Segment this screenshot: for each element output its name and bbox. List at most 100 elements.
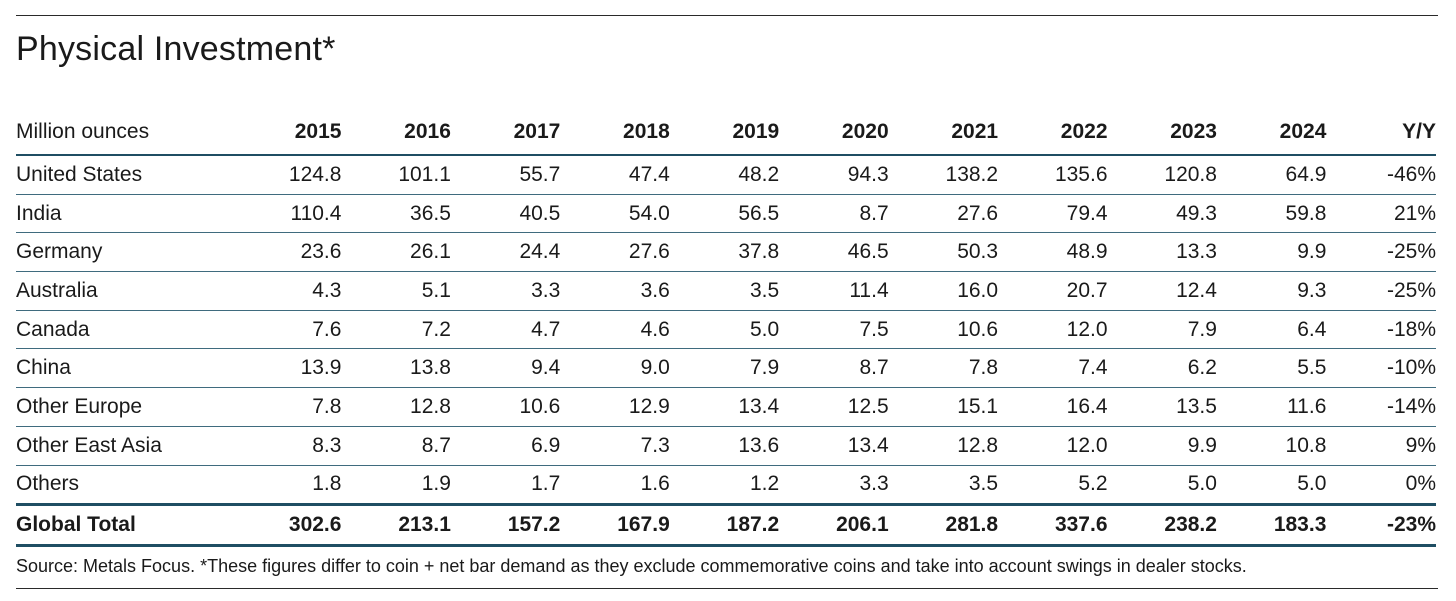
table-cell: 20.7 [1066, 278, 1108, 302]
table-cell: 183.3 [1273, 513, 1327, 537]
table-cell: 47.4 [628, 162, 670, 186]
table-cell: 12.5 [847, 394, 889, 418]
row-label: Other East Asia [16, 433, 162, 457]
column-header: 2023 [1170, 120, 1217, 143]
table-cell: 13.9 [300, 356, 342, 380]
table-cell: 13.6 [738, 433, 780, 457]
table-cell: 16.0 [957, 278, 999, 302]
column-header: 2016 [404, 120, 451, 143]
table-cell: 6.2 [1187, 356, 1217, 380]
table-cell: -46% [1386, 162, 1436, 186]
table-row: China 13.9 13.8 9.4 9.0 7.9 8.7 7.8 7.4 6.2 5.5 -10… [16, 349, 1436, 388]
table-cell: 9% [1405, 433, 1436, 457]
table-cell: 50.3 [957, 240, 999, 264]
table-cell: 157.2 [507, 513, 561, 537]
table-cell: 167.9 [617, 513, 670, 537]
table-cell: 124.8 [288, 162, 342, 186]
row-label: Australia [16, 278, 98, 302]
table-cell: 23.6 [300, 240, 342, 264]
table-cell: 5.2 [1078, 472, 1108, 496]
table-cell: 5.1 [421, 278, 451, 302]
table-cell: 8.7 [421, 433, 451, 457]
table-cell: 9.3 [1297, 278, 1327, 302]
table-row: Other Europe 7.8 12.8 10.6 12.9 13.4 12.5 15.1 1… [16, 388, 1436, 427]
table-cell: 12.8 [957, 433, 999, 457]
table-cell: 27.6 [957, 201, 999, 225]
table-cell: 8.7 [859, 201, 889, 225]
table-cell: 59.8 [1285, 201, 1327, 225]
table-cell: 16.4 [1066, 394, 1108, 418]
unit-label: Million ounces [16, 120, 150, 143]
table-cell: 7.2 [421, 317, 451, 341]
table-cell: 1.2 [750, 472, 780, 496]
table-cell: 7.9 [750, 356, 780, 380]
table-row: India 110.4 36.5 40.5 54.0 56.5 8.7 27.6 79.4 49.… [16, 194, 1436, 233]
column-header: 2024 [1279, 120, 1327, 143]
table-cell: 10.6 [957, 317, 999, 341]
table-cell: 1.9 [421, 472, 451, 496]
table-cell: 9.9 [1297, 240, 1327, 264]
table-row: Australia 4.3 5.1 3.3 3.6 3.5 11.4 16.0 20.7 12.4… [16, 272, 1436, 311]
column-header: Y/Y [1402, 120, 1436, 143]
table-cell: 7.6 [312, 317, 342, 341]
column-header: 2021 [951, 120, 999, 143]
table-cell: 3.3 [859, 472, 889, 496]
table-cell: 26.1 [410, 240, 451, 264]
row-label: Canada [16, 317, 90, 341]
table-row: Others 1.8 1.9 1.7 1.6 1.2 3.3 3.5 5.2 5.0 5.0 0% [16, 465, 1436, 505]
table-cell: 0% [1405, 472, 1436, 496]
table-row: United States 124.8 101.1 55.7 47.4 48.2 94.3 1… [16, 155, 1436, 195]
table-cell: 3.5 [750, 278, 780, 302]
table-cell: 13.3 [1176, 240, 1217, 264]
table-cell: 1.7 [531, 472, 561, 496]
table-cell: 110.4 [290, 201, 342, 225]
table-cell: 120.8 [1164, 162, 1217, 186]
row-label: China [16, 356, 71, 380]
table-cell: 337.6 [1054, 513, 1108, 537]
table-cell: 7.5 [859, 317, 889, 341]
table-cell: 10.8 [1285, 433, 1327, 457]
table-cell: 238.2 [1164, 513, 1217, 537]
table-cell: 7.8 [312, 394, 342, 418]
table-cell: 11.6 [1287, 394, 1327, 418]
table-cell: 55.7 [519, 162, 561, 186]
table-cell: 54.0 [628, 201, 670, 225]
column-header: 2018 [623, 120, 670, 143]
table-cell: -23% [1386, 513, 1436, 537]
source-note: Source: Metals Focus. *These figures dif… [16, 556, 1247, 576]
column-header: 2017 [513, 120, 561, 143]
table-cell: 7.8 [968, 356, 999, 380]
row-label: United States [16, 162, 143, 186]
table-cell: 9.0 [640, 356, 670, 380]
row-label: Others [16, 472, 80, 496]
column-header: 2020 [841, 120, 889, 143]
table-cell: 49.3 [1176, 201, 1217, 225]
table-cell: 48.9 [1066, 240, 1108, 264]
table-cell: 5.0 [1187, 472, 1217, 496]
table-cell: 13.8 [410, 356, 451, 380]
table-cell: 11.4 [849, 278, 889, 302]
top-rule [16, 15, 1438, 16]
table-cell: 3.6 [640, 278, 670, 302]
table-cell: 5.0 [750, 317, 780, 341]
bottom-rule [16, 588, 1438, 589]
table-cell: 4.6 [640, 317, 670, 341]
table-cell: 8.7 [859, 356, 889, 380]
table-cell: 135.6 [1054, 162, 1108, 186]
table-cell: 6.4 [1297, 317, 1327, 341]
table-cell: 79.4 [1066, 201, 1108, 225]
row-label: Global Total [16, 513, 136, 537]
table-cell: 3.5 [968, 472, 999, 496]
table-cell: 4.3 [312, 278, 342, 302]
table-cell: 187.2 [726, 513, 780, 537]
table-cell: 15.1 [957, 394, 999, 418]
table-cell: 56.5 [738, 201, 780, 225]
table-cell: 7.4 [1078, 356, 1108, 380]
table-cell: 64.9 [1285, 162, 1327, 186]
table-cell: 40.5 [519, 201, 561, 225]
table-row: Other East Asia 8.3 8.7 6.9 7.3 13.6 13.4 12.8 1… [16, 426, 1436, 465]
column-header: 2022 [1060, 120, 1108, 143]
header-row: Million ounces 2015 2016 2017 2018 2019 2020 2… [16, 104, 1436, 155]
table-cell: -18% [1386, 317, 1436, 341]
table-cell: 46.5 [847, 240, 889, 264]
